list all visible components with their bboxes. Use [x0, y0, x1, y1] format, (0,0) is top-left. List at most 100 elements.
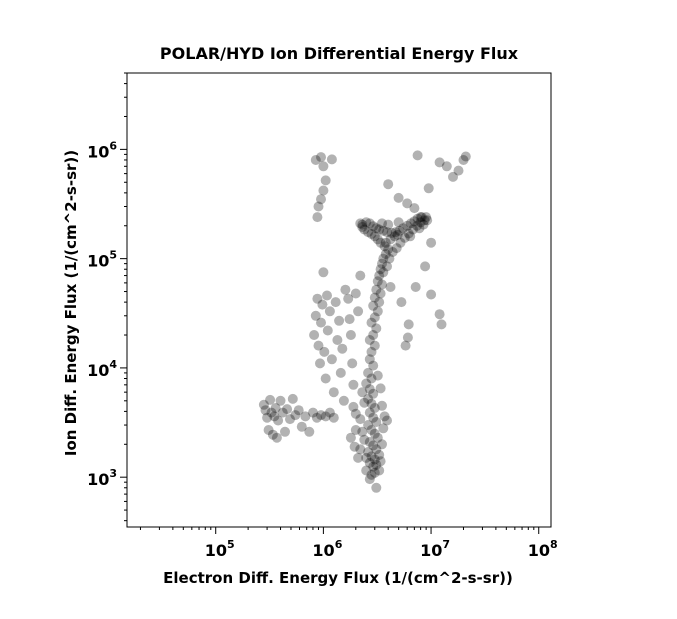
data-point	[448, 171, 458, 182]
data-point	[423, 183, 434, 194]
data-point	[363, 447, 374, 457]
data-point	[311, 412, 322, 423]
data-point	[368, 412, 379, 423]
data-point	[320, 411, 331, 422]
data-point	[280, 426, 290, 437]
data-point	[403, 319, 414, 330]
data-point	[368, 300, 379, 311]
data-point	[374, 270, 385, 281]
data-point	[371, 444, 382, 455]
data-point	[315, 358, 325, 369]
data-point	[363, 367, 374, 378]
plot-frame	[126, 72, 552, 528]
data-point	[318, 161, 329, 172]
data-point	[313, 201, 324, 212]
data-point	[377, 400, 387, 411]
data-point	[369, 312, 380, 323]
data-point	[319, 346, 330, 357]
data-point	[324, 407, 335, 418]
data-point	[310, 155, 321, 165]
data-point	[453, 165, 464, 176]
data-point	[377, 258, 387, 269]
data-point	[377, 439, 387, 450]
data-point	[375, 288, 386, 299]
data-point	[345, 330, 356, 340]
data-point	[378, 225, 389, 236]
data-point	[363, 227, 374, 238]
data-point	[366, 398, 377, 409]
data-point	[416, 212, 427, 223]
data-point	[409, 203, 420, 214]
data-point	[282, 404, 293, 415]
data-point	[372, 234, 383, 245]
data-point	[326, 354, 337, 365]
data-point	[395, 237, 406, 248]
data-point	[402, 220, 413, 231]
data-point	[262, 412, 273, 423]
data-point	[334, 315, 345, 326]
data-point	[396, 297, 407, 308]
x-tick-label: 106	[312, 538, 342, 560]
data-point	[402, 332, 413, 343]
data-point	[378, 423, 389, 434]
data-point	[372, 370, 383, 381]
data-point	[405, 218, 416, 229]
data-point	[328, 387, 339, 398]
data-point	[372, 276, 383, 287]
data-point	[335, 367, 346, 378]
data-point	[372, 432, 383, 443]
data-point	[426, 289, 437, 300]
data-point	[380, 237, 391, 248]
y-tick-label: 105	[87, 249, 117, 271]
data-point	[369, 292, 380, 303]
data-point	[368, 221, 379, 232]
data-point	[350, 408, 361, 419]
data-point	[369, 467, 380, 478]
data-point	[415, 217, 426, 228]
data-point	[343, 293, 354, 304]
data-point	[382, 227, 392, 238]
data-point	[285, 414, 295, 425]
data-point	[260, 405, 271, 416]
data-point	[316, 152, 326, 163]
data-point	[410, 282, 421, 292]
data-point	[363, 393, 374, 404]
data-point	[371, 284, 382, 295]
data-point	[317, 299, 328, 310]
data-point	[359, 434, 370, 445]
data-point	[364, 437, 375, 447]
data-point	[368, 330, 379, 340]
data-point	[458, 155, 469, 165]
data-point	[312, 293, 323, 304]
data-point	[340, 284, 351, 295]
data-point	[412, 150, 423, 161]
data-point	[375, 237, 386, 248]
data-point	[349, 441, 360, 452]
data-point	[385, 282, 396, 292]
data-point	[383, 219, 394, 230]
data-point	[348, 379, 359, 390]
data-point	[320, 175, 331, 186]
data-point	[382, 261, 392, 272]
x-tick-label: 107	[420, 538, 450, 560]
y-axis-label: Ion Diff. Energy Flux (1/(cm^2-s-sr))	[62, 150, 80, 456]
data-point	[313, 340, 324, 351]
data-point	[263, 425, 274, 435]
data-point	[361, 452, 372, 463]
data-point	[359, 224, 370, 235]
data-point	[412, 213, 423, 224]
data-point	[391, 243, 402, 254]
data-point	[379, 411, 390, 422]
data-point	[355, 218, 366, 229]
data-point	[366, 425, 377, 435]
x-tick-label: 105	[205, 538, 235, 560]
data-point	[372, 306, 383, 317]
data-point	[344, 314, 355, 325]
data-point	[374, 449, 385, 460]
data-point	[374, 297, 385, 308]
data-point	[419, 215, 430, 226]
data-point	[363, 420, 374, 430]
data-point	[316, 194, 326, 205]
y-tick-label: 106	[87, 139, 117, 161]
data-point	[422, 215, 433, 226]
